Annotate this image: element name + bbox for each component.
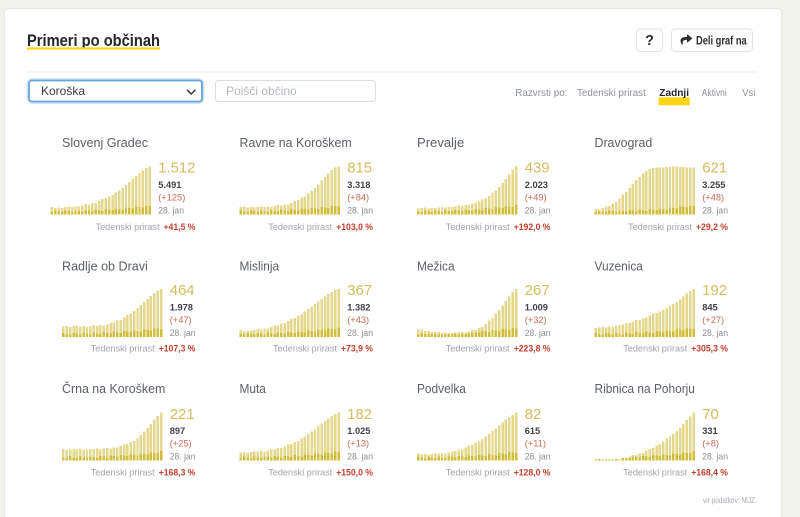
svg-text:Črna na Koroškem: Črna na Koroškem [62, 381, 165, 396]
svg-text:28. jan: 28. jan [525, 205, 551, 215]
svg-text:+150,0 %: +150,0 % [336, 468, 373, 478]
svg-text:192: 192 [702, 283, 727, 299]
svg-text:+305,3 %: +305,3 % [691, 344, 728, 354]
svg-text:Tedenski prirast: Tedenski prirast [96, 222, 160, 232]
svg-text:+168,4 %: +168,4 % [691, 468, 728, 478]
svg-text:28. jan: 28. jan [170, 452, 196, 462]
svg-text:267: 267 [525, 283, 550, 299]
svg-text:Tedenski prirast: Tedenski prirast [446, 222, 510, 232]
svg-text:28. jan: 28. jan [702, 205, 728, 215]
svg-text:1.512: 1.512 [158, 161, 195, 177]
svg-text:Tedenski prirast: Tedenski prirast [268, 222, 332, 232]
svg-text:Poišči občino: Poišči občino [226, 84, 297, 98]
svg-text:Zadnji: Zadnji [659, 87, 689, 99]
svg-text:Tedenski prirast: Tedenski prirast [446, 344, 510, 354]
svg-text:Koroška: Koroška [41, 84, 85, 98]
svg-text:+103,0 %: +103,0 % [336, 222, 373, 232]
svg-text:1.009: 1.009 [525, 303, 548, 313]
svg-text:Primeri po občinah: Primeri po občinah [27, 31, 160, 50]
svg-text:70: 70 [702, 407, 719, 423]
svg-text:(+27): (+27) [702, 315, 724, 325]
svg-text:Dravograd: Dravograd [595, 135, 653, 150]
svg-text:28. jan: 28. jan [347, 205, 373, 215]
svg-text:28. jan: 28. jan [170, 328, 196, 338]
svg-text:(+84): (+84) [347, 193, 369, 203]
svg-text:182: 182 [347, 407, 372, 423]
svg-text:?: ? [645, 33, 654, 49]
svg-text:(+43): (+43) [347, 315, 369, 325]
svg-text:2.023: 2.023 [525, 180, 548, 190]
svg-text:28. jan: 28. jan [702, 328, 728, 338]
svg-text:Tedenski prirast: Tedenski prirast [623, 344, 687, 354]
svg-text:Tedenski prirast: Tedenski prirast [446, 468, 510, 478]
svg-text:621: 621 [702, 161, 727, 177]
svg-text:28. jan: 28. jan [525, 328, 551, 338]
svg-text:82: 82 [525, 407, 542, 423]
svg-text:+128,0 %: +128,0 % [514, 468, 551, 478]
svg-text:28. jan: 28. jan [347, 452, 373, 462]
svg-text:897: 897 [170, 426, 186, 436]
svg-text:Tedenski prirast: Tedenski prirast [577, 87, 646, 99]
svg-text:Razvrsti po:: Razvrsti po: [515, 87, 567, 99]
svg-text:+192,0 %: +192,0 % [514, 222, 551, 232]
svg-text:Prevalje: Prevalje [417, 135, 464, 150]
svg-text:Ribnica na Pohorju: Ribnica na Pohorju [595, 381, 695, 396]
svg-text:Aktivni: Aktivni [702, 87, 727, 99]
svg-text:Radlje ob Dravi: Radlje ob Dravi [62, 259, 148, 274]
svg-text:Tedenski prirast: Tedenski prirast [91, 344, 155, 354]
svg-text:(+13): (+13) [347, 439, 369, 449]
svg-text:28. jan: 28. jan [702, 452, 728, 462]
svg-text:815: 815 [347, 161, 372, 177]
svg-text:Tedenski prirast: Tedenski prirast [628, 222, 692, 232]
svg-text:5.491: 5.491 [158, 180, 181, 190]
svg-text:(+49): (+49) [525, 193, 547, 203]
svg-text:367: 367 [347, 283, 372, 299]
svg-text:1.025: 1.025 [347, 426, 370, 436]
svg-text:Tedenski prirast: Tedenski prirast [91, 468, 155, 478]
svg-text:615: 615 [525, 426, 541, 436]
svg-text:+73,9 %: +73,9 % [341, 344, 374, 354]
svg-text:28. jan: 28. jan [347, 328, 373, 338]
svg-text:(+32): (+32) [525, 315, 547, 325]
svg-text:vir podatkov: NIJZ: vir podatkov: NIJZ [703, 496, 755, 505]
svg-text:Ravne na Koroškem: Ravne na Koroškem [240, 135, 352, 150]
svg-text:1.978: 1.978 [170, 303, 193, 313]
svg-text:Tedenski prirast: Tedenski prirast [268, 468, 332, 478]
svg-text:Slovenj Gradec: Slovenj Gradec [62, 135, 148, 150]
svg-text:Deli graf na: Deli graf na [696, 36, 747, 48]
svg-text:(+47): (+47) [170, 315, 192, 325]
svg-text:1.382: 1.382 [347, 303, 370, 313]
svg-text:464: 464 [170, 283, 195, 299]
svg-text:(+8): (+8) [702, 439, 719, 449]
svg-text:Mislinja: Mislinja [240, 259, 280, 274]
svg-text:331: 331 [702, 426, 718, 436]
svg-text:+41,5 %: +41,5 % [164, 222, 197, 232]
svg-text:845: 845 [702, 303, 718, 313]
svg-text:Tedenski prirast: Tedenski prirast [623, 468, 687, 478]
svg-text:3.318: 3.318 [347, 180, 370, 190]
svg-text:(+125): (+125) [158, 193, 185, 203]
svg-text:Podvelka: Podvelka [417, 381, 466, 396]
svg-text:439: 439 [525, 161, 550, 177]
svg-text:Muta: Muta [240, 381, 267, 396]
svg-text:28. jan: 28. jan [158, 205, 184, 215]
svg-text:(+25): (+25) [170, 439, 192, 449]
svg-text:+223,8 %: +223,8 % [514, 344, 551, 354]
svg-text:Mežica: Mežica [417, 259, 455, 274]
svg-text:+29,2 %: +29,2 % [696, 222, 729, 232]
svg-text:Vuzenica: Vuzenica [595, 259, 644, 274]
svg-text:221: 221 [170, 407, 195, 423]
svg-text:Vsi: Vsi [742, 87, 755, 99]
svg-text:28. jan: 28. jan [525, 452, 551, 462]
svg-text:(+11): (+11) [525, 439, 546, 449]
svg-text:3.255: 3.255 [702, 180, 725, 190]
svg-text:+107,3 %: +107,3 % [159, 344, 196, 354]
svg-text:+168,3 %: +168,3 % [159, 468, 196, 478]
svg-text:Tedenski prirast: Tedenski prirast [273, 344, 337, 354]
svg-text:(+48): (+48) [702, 193, 724, 203]
